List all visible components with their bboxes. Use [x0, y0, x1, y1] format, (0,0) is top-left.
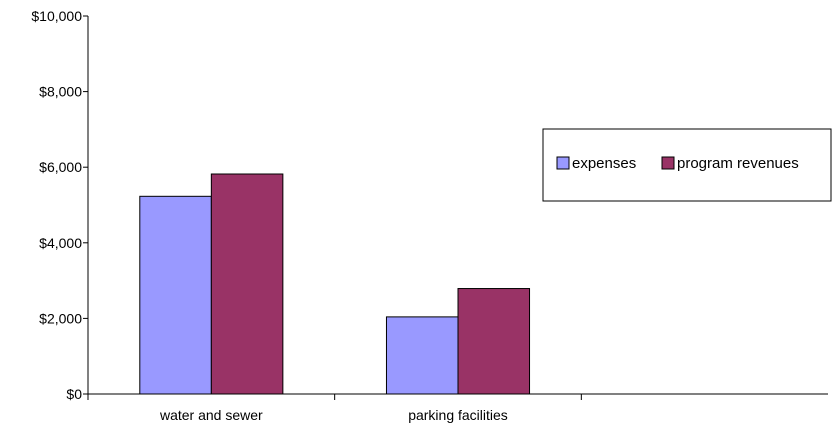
bar-program-revenues: [210, 173, 284, 395]
legend-label-program-revenues: program revenues: [677, 155, 799, 172]
y-tick-label: $10,000: [31, 8, 82, 24]
legend: expenses program revenues: [542, 128, 832, 202]
y-tick-label: $0: [66, 386, 82, 402]
y-tick-label: $6,000: [39, 159, 82, 175]
legend-label-expenses: expenses: [572, 155, 636, 172]
legend-box: [542, 128, 832, 202]
y-tick-label: $8,000: [39, 84, 82, 100]
legend-swatch-expenses: [556, 156, 570, 170]
x-category-label: water and sewer: [159, 407, 263, 423]
bars: [139, 173, 531, 395]
y-tick-label: $2,000: [39, 310, 82, 326]
bar-program-revenues: [457, 288, 531, 395]
legend-swatch-program-revenues: [661, 156, 675, 170]
bar-expenses: [139, 195, 212, 395]
x-category-label: parking facilities: [408, 407, 508, 423]
y-tick-label: $4,000: [39, 235, 82, 251]
bar-expenses: [385, 316, 459, 395]
x-axis: water and sewer parking facilities: [87, 393, 828, 423]
y-axis: $0 $2,000 $4,000 $6,000 $8,000 $10,000: [31, 8, 89, 402]
